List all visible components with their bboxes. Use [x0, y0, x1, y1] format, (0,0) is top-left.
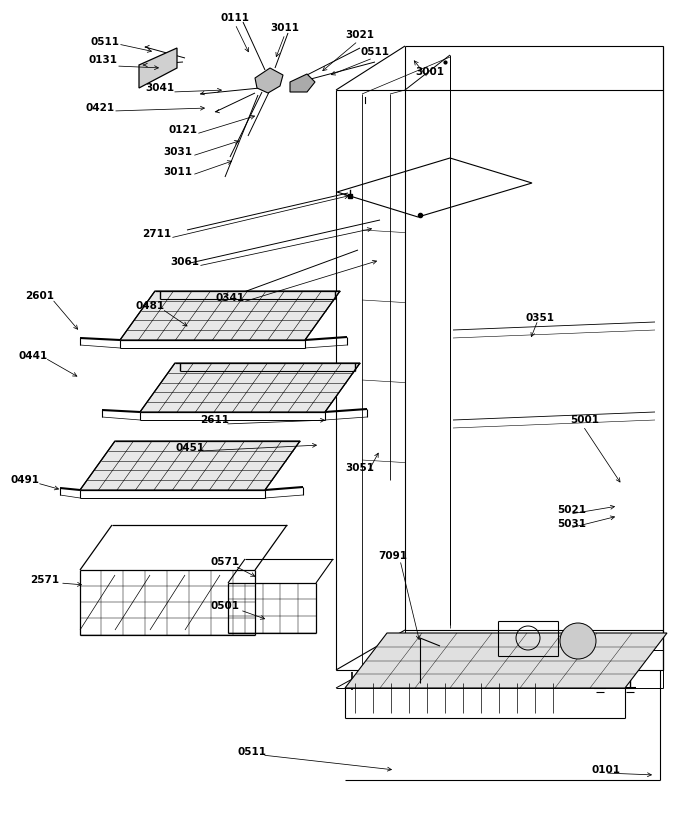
- Text: 0421: 0421: [86, 103, 114, 113]
- Text: 2611: 2611: [201, 415, 230, 425]
- Text: 0481: 0481: [135, 301, 165, 311]
- Text: 0111: 0111: [220, 13, 250, 23]
- Text: 3051: 3051: [345, 463, 375, 473]
- Text: 7091: 7091: [379, 551, 407, 561]
- Text: 0571: 0571: [210, 557, 239, 567]
- Text: 3041: 3041: [146, 83, 175, 93]
- Text: 2711: 2711: [142, 229, 171, 239]
- Text: 2571: 2571: [31, 575, 60, 585]
- Polygon shape: [139, 48, 177, 88]
- Text: 0131: 0131: [88, 55, 118, 65]
- Polygon shape: [290, 74, 315, 92]
- Polygon shape: [80, 441, 300, 490]
- Text: 3011: 3011: [163, 167, 192, 177]
- Text: 3061: 3061: [171, 257, 199, 267]
- Polygon shape: [345, 633, 667, 688]
- Text: 0121: 0121: [169, 125, 197, 135]
- Polygon shape: [255, 68, 283, 93]
- Text: 0351: 0351: [526, 313, 554, 323]
- Text: 5031: 5031: [558, 519, 586, 529]
- Text: 0511: 0511: [90, 37, 120, 47]
- Text: 0441: 0441: [18, 351, 48, 361]
- Polygon shape: [400, 672, 424, 686]
- Text: 0511: 0511: [237, 747, 267, 757]
- Text: 3021: 3021: [345, 30, 375, 40]
- Text: 0501: 0501: [211, 601, 239, 611]
- Text: 3001: 3001: [415, 67, 445, 77]
- Text: 3011: 3011: [271, 23, 299, 33]
- Text: 0451: 0451: [175, 443, 205, 453]
- Text: 3031: 3031: [163, 147, 192, 157]
- Polygon shape: [140, 363, 360, 412]
- Text: 0341: 0341: [216, 293, 245, 303]
- Text: 5001: 5001: [571, 415, 600, 425]
- Text: 0511: 0511: [360, 47, 390, 57]
- Text: 2601: 2601: [26, 291, 54, 301]
- Polygon shape: [120, 291, 340, 340]
- Circle shape: [560, 623, 596, 659]
- Text: 0491: 0491: [10, 475, 39, 485]
- Text: 5021: 5021: [558, 505, 586, 515]
- Text: 0101: 0101: [592, 765, 620, 775]
